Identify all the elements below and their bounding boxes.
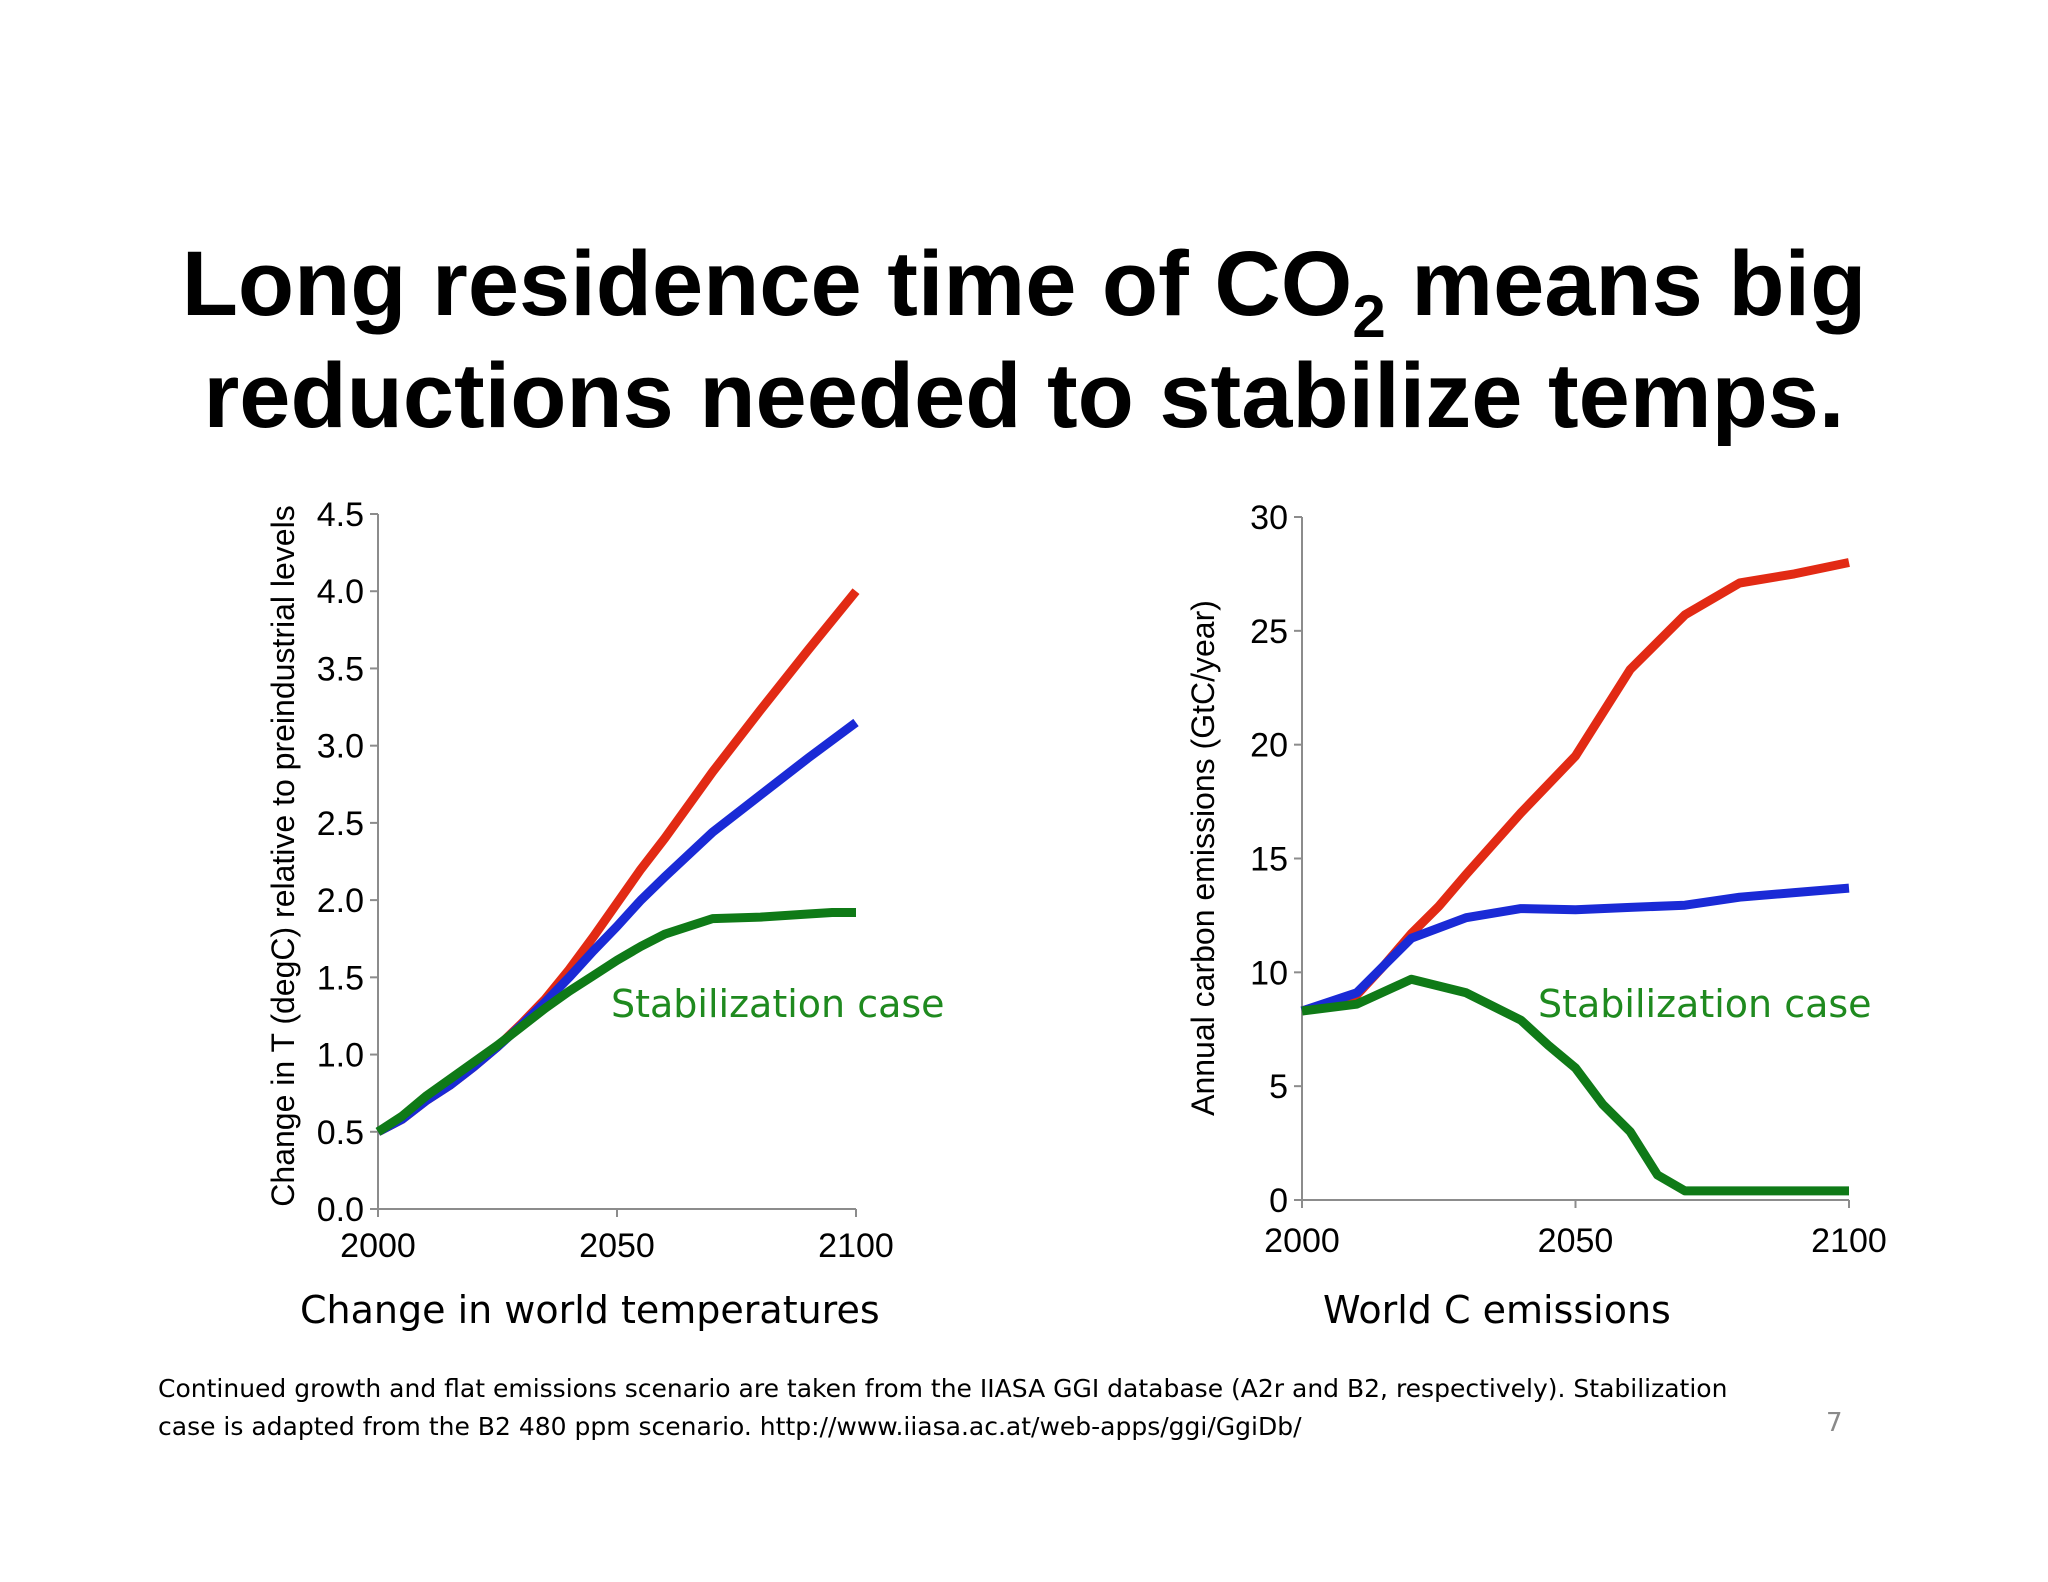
- page-number: 7: [1826, 1408, 1843, 1438]
- temp-y-tick-label: 3.0: [317, 728, 364, 766]
- temp-y-tick-label: 0.5: [317, 1114, 364, 1152]
- temp-stabilization-annotation: Stabilization case: [611, 982, 945, 1026]
- temp-x-tick-label: 2100: [818, 1227, 894, 1265]
- temp-y-tick-label: 4.5: [317, 496, 364, 534]
- temp-blue-series-line: [375, 718, 859, 1136]
- emis-x-tick-label: 2050: [1538, 1222, 1614, 1260]
- footnote: Continued growth and flat emissions scen…: [158, 1370, 1798, 1446]
- temp-x-tick-label: 2050: [579, 1227, 655, 1265]
- emis-stabilization-annotation: Stabilization case: [1538, 982, 1872, 1026]
- emis-blue-series-line: [1300, 883, 1850, 1016]
- emis-y-axis-label: Annual carbon emissions (GtC/year): [1185, 600, 1221, 1116]
- temp-green-series-line: [375, 908, 856, 1136]
- slide-title: Long residence time of CO2 means big red…: [0, 228, 2048, 452]
- emis-x-tick-label: 2100: [1811, 1222, 1887, 1260]
- temp-y-tick-label: 0.0: [317, 1191, 364, 1229]
- emis-y-tick-label: 25: [1250, 613, 1288, 651]
- emis-y-tick-label: 20: [1250, 727, 1288, 765]
- emis-y-tick-label: 10: [1250, 954, 1288, 992]
- temp-y-tick-label: 4.0: [317, 573, 364, 611]
- footnote-line-2: case is adapted from the B2 480 ppm scen…: [158, 1412, 1302, 1441]
- temp-x-tick-label: 2000: [340, 1227, 416, 1265]
- emissions-chart-caption: World C emissions: [1323, 1288, 1671, 1332]
- temp-y-tick-label: 2.0: [317, 882, 364, 920]
- emis-y-tick-label: 0: [1269, 1182, 1288, 1220]
- title-line-2: reductions needed to stabilize temps.: [203, 345, 1845, 447]
- emis-y-tick-label: 5: [1269, 1068, 1288, 1106]
- title-subscript: 2: [1352, 283, 1386, 350]
- emis-y-tick-label: 30: [1250, 499, 1288, 537]
- emis-y-tick-label: 15: [1250, 841, 1288, 879]
- emis-red-series-line: [1300, 558, 1850, 1016]
- temp-y-axis-label: Change in T (degC) relative to preindust…: [265, 505, 301, 1206]
- temp-y-tick-label: 1.5: [317, 959, 364, 997]
- title-line-1: Long residence time of CO2 means big: [0, 228, 2048, 347]
- temp-y-tick-label: 3.5: [317, 650, 364, 688]
- emis-x-tick-label: 2000: [1264, 1222, 1340, 1260]
- temp-y-tick-label: 2.5: [317, 805, 364, 843]
- footnote-line-1: Continued growth and flat emissions scen…: [158, 1374, 1728, 1403]
- temp-y-tick-label: 1.0: [317, 1037, 364, 1075]
- temperature-chart-caption: Change in world temperatures: [300, 1288, 880, 1332]
- title-line-1-start: Long residence time of CO: [181, 233, 1353, 335]
- emis-green-series-line: [1301, 974, 1849, 1196]
- title-line-1-end: means big: [1385, 233, 1867, 335]
